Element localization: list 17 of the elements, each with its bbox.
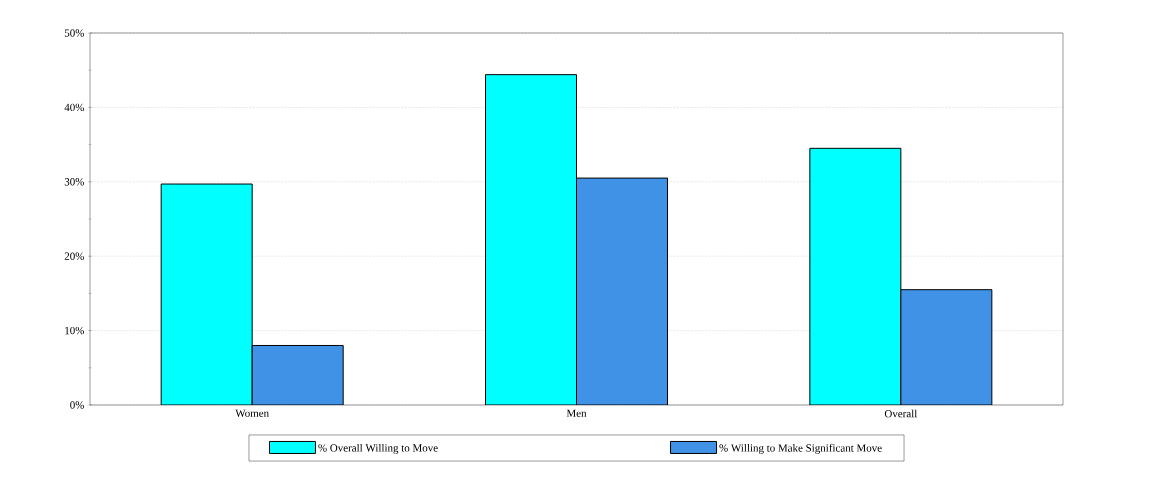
x-tick-label: Overall (884, 409, 918, 418)
legend-label: % Overall Willing to Move (318, 443, 438, 454)
bar (251, 344, 344, 405)
bar (809, 147, 902, 405)
bar (900, 289, 993, 405)
x-tick-label: Men (566, 409, 587, 417)
bar (160, 183, 253, 405)
y-tick-label: 20% (64, 252, 84, 260)
bar (576, 177, 669, 405)
y-tick-label: 40% (64, 103, 84, 112)
y-tick-label: 30% (64, 178, 84, 186)
legend-label: % Willing to Make Significant Move (719, 443, 882, 454)
x-tick-label: Women (235, 409, 269, 417)
y-tick-label: 50% (64, 29, 84, 37)
y-tick-label: 10% (65, 326, 84, 335)
y-tick-label: 0% (70, 401, 84, 409)
bar (485, 74, 578, 405)
